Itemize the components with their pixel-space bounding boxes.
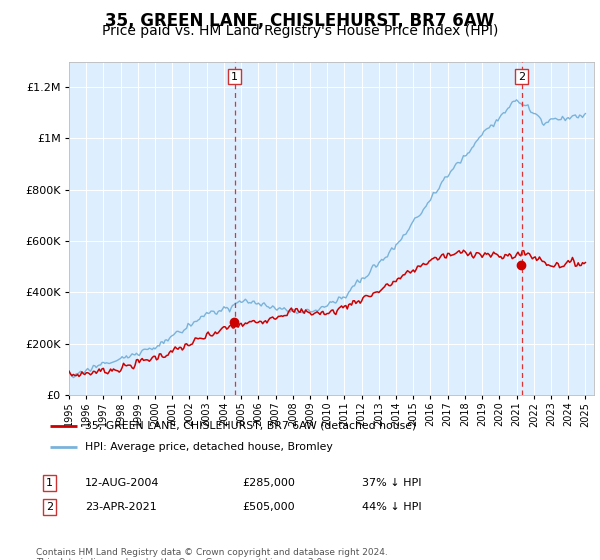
Text: 2: 2 (518, 72, 525, 82)
Text: 44% ↓ HPI: 44% ↓ HPI (362, 502, 421, 512)
Text: £505,000: £505,000 (242, 502, 295, 512)
Text: 37% ↓ HPI: 37% ↓ HPI (362, 478, 421, 488)
Text: 1: 1 (46, 478, 53, 488)
Text: 2: 2 (46, 502, 53, 512)
Text: Price paid vs. HM Land Registry's House Price Index (HPI): Price paid vs. HM Land Registry's House … (102, 24, 498, 38)
Text: Contains HM Land Registry data © Crown copyright and database right 2024.
This d: Contains HM Land Registry data © Crown c… (36, 548, 388, 560)
Text: HPI: Average price, detached house, Bromley: HPI: Average price, detached house, Brom… (85, 442, 332, 452)
Text: £285,000: £285,000 (242, 478, 295, 488)
Text: 12-AUG-2004: 12-AUG-2004 (85, 478, 160, 488)
Text: 35, GREEN LANE, CHISLEHURST, BR7 6AW (detached house): 35, GREEN LANE, CHISLEHURST, BR7 6AW (de… (85, 421, 416, 431)
Text: 23-APR-2021: 23-APR-2021 (85, 502, 157, 512)
Text: 1: 1 (231, 72, 238, 82)
Text: 35, GREEN LANE, CHISLEHURST, BR7 6AW: 35, GREEN LANE, CHISLEHURST, BR7 6AW (106, 12, 494, 30)
